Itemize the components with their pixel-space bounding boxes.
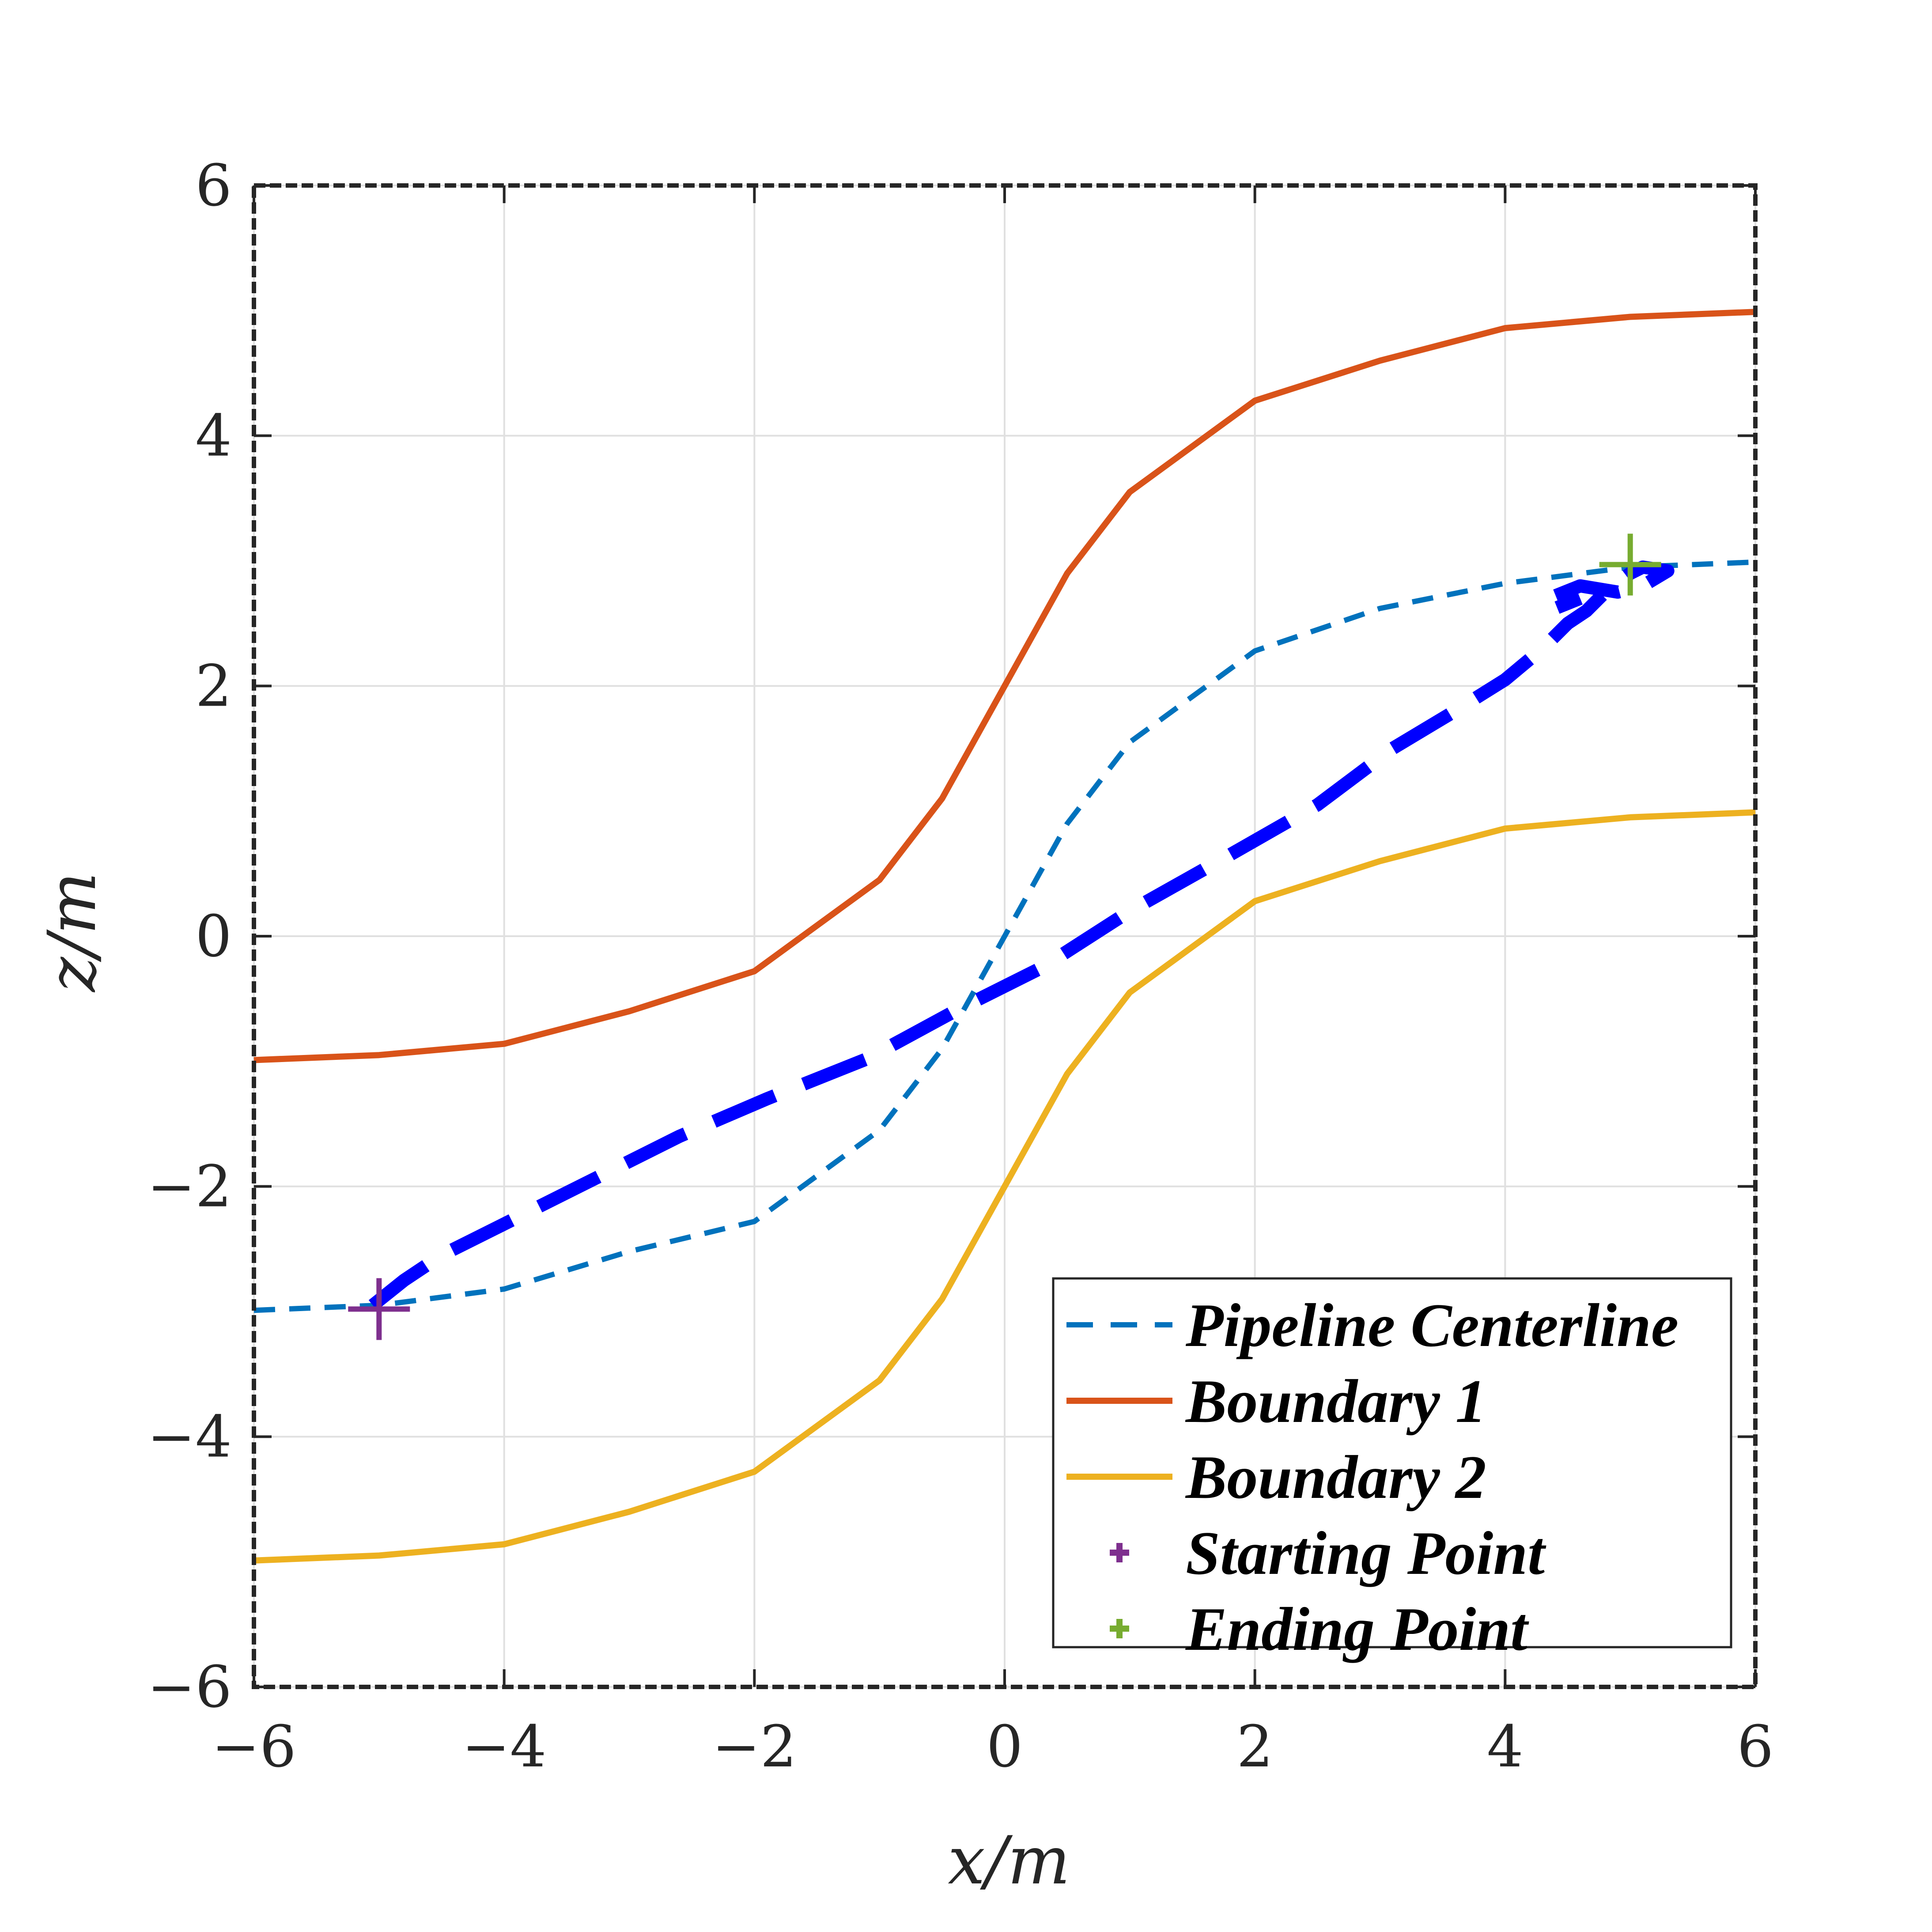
x-axis-label: x/m [948,1822,1070,1899]
x-tick-label: 6 [1737,1713,1774,1780]
plot-series [253,309,1756,1564]
legend-item-pipeline-centerline: Pipeline Centerline [1066,1291,1679,1360]
y-tick-label: −4 [147,1403,232,1470]
x-tick-label: 4 [1487,1713,1524,1780]
legend-item-boundary-2: Boundary 2 [1066,1443,1486,1512]
legend-item-ending-point: Ending Point [1110,1595,1529,1664]
x-tick-label: −4 [462,1713,547,1780]
legend-label: Starting Point [1186,1519,1546,1588]
legend-label: Ending Point [1185,1595,1529,1664]
axes-frame [252,183,1758,1689]
y-tick-label: −2 [147,1153,232,1220]
y-tick-label: 4 [195,402,232,469]
legend-label: Boundary 2 [1185,1443,1486,1512]
x-tick-label: −2 [712,1713,797,1780]
x-tick-label: 0 [987,1713,1023,1780]
legend-item-starting-point: Starting Point [1110,1519,1546,1588]
series-line-boundary-2 [253,809,1756,1564]
y-tick-label: −6 [147,1653,232,1720]
series-line-pipeline-centerline [253,559,1756,1313]
y-tick-label: 6 [195,152,232,219]
x-tick-label: −6 [212,1713,296,1780]
legend-label: Pipeline Centerline [1185,1291,1679,1360]
legend-label: Boundary 1 [1185,1367,1486,1436]
y-tick-label: 2 [195,652,232,719]
tick-labels: −6 −4 −2 0 2 4 6 −6 −4 −2 0 2 4 6 [147,152,1773,1780]
marker-ending-point [1599,533,1661,596]
y-tick-label: 0 [195,903,232,970]
legend-item-boundary-1: Boundary 1 [1066,1367,1486,1436]
legend-box [1052,1277,1732,1648]
legend: Pipeline Centerline Boundary 1 Boundary 2 S… [1052,1277,1732,1664]
series-line-trajectory [368,560,1675,1311]
series-line-boundary-1 [253,309,1756,1063]
x-tick-label: 2 [1236,1713,1273,1780]
marker-starting-point [348,1278,410,1340]
y-axis-label: z/m [34,872,111,993]
